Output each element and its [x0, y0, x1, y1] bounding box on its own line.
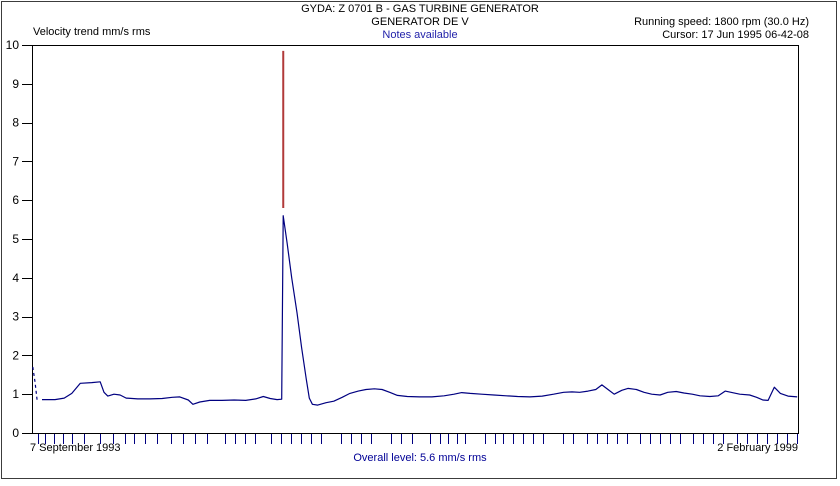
notes-available-link[interactable]: Notes available [382, 29, 458, 41]
x-axis-start-date-label: 7 September 1993 [30, 442, 121, 454]
header-center: GYDA: Z 0701 B - GAS TURBINE GENERATOR G… [0, 3, 840, 42]
svg-text:6: 6 [12, 193, 19, 207]
overall-level-readout: Overall level: 5.6 mm/s rms [353, 452, 487, 464]
svg-text:0: 0 [12, 426, 19, 440]
svg-text:3: 3 [12, 310, 19, 324]
svg-text:5: 5 [12, 232, 19, 246]
machine-title: GYDA: Z 0701 B - GAS TURBINE GENERATOR [301, 3, 539, 15]
svg-text:1: 1 [12, 387, 19, 401]
running-speed-readout: Running speed: 1800 rpm (30.0 Hz) [634, 16, 809, 28]
measurement-point-subtitle: GENERATOR DE V [371, 16, 469, 28]
svg-text:4: 4 [12, 271, 19, 285]
svg-text:8: 8 [12, 116, 19, 130]
svg-text:10: 10 [6, 38, 20, 52]
svg-text:7: 7 [12, 154, 19, 168]
svg-text:9: 9 [12, 77, 19, 91]
svg-text:2: 2 [12, 348, 19, 362]
cursor-date-readout: Cursor: 17 Jun 1995 06-42-08 [662, 29, 809, 41]
plot-axis-title: Velocity trend mm/s rms [33, 26, 151, 38]
x-axis-end-date-label: 2 February 1999 [717, 442, 798, 454]
header-right: Running speed: 1800 rpm (30.0 Hz) Cursor… [634, 16, 809, 42]
